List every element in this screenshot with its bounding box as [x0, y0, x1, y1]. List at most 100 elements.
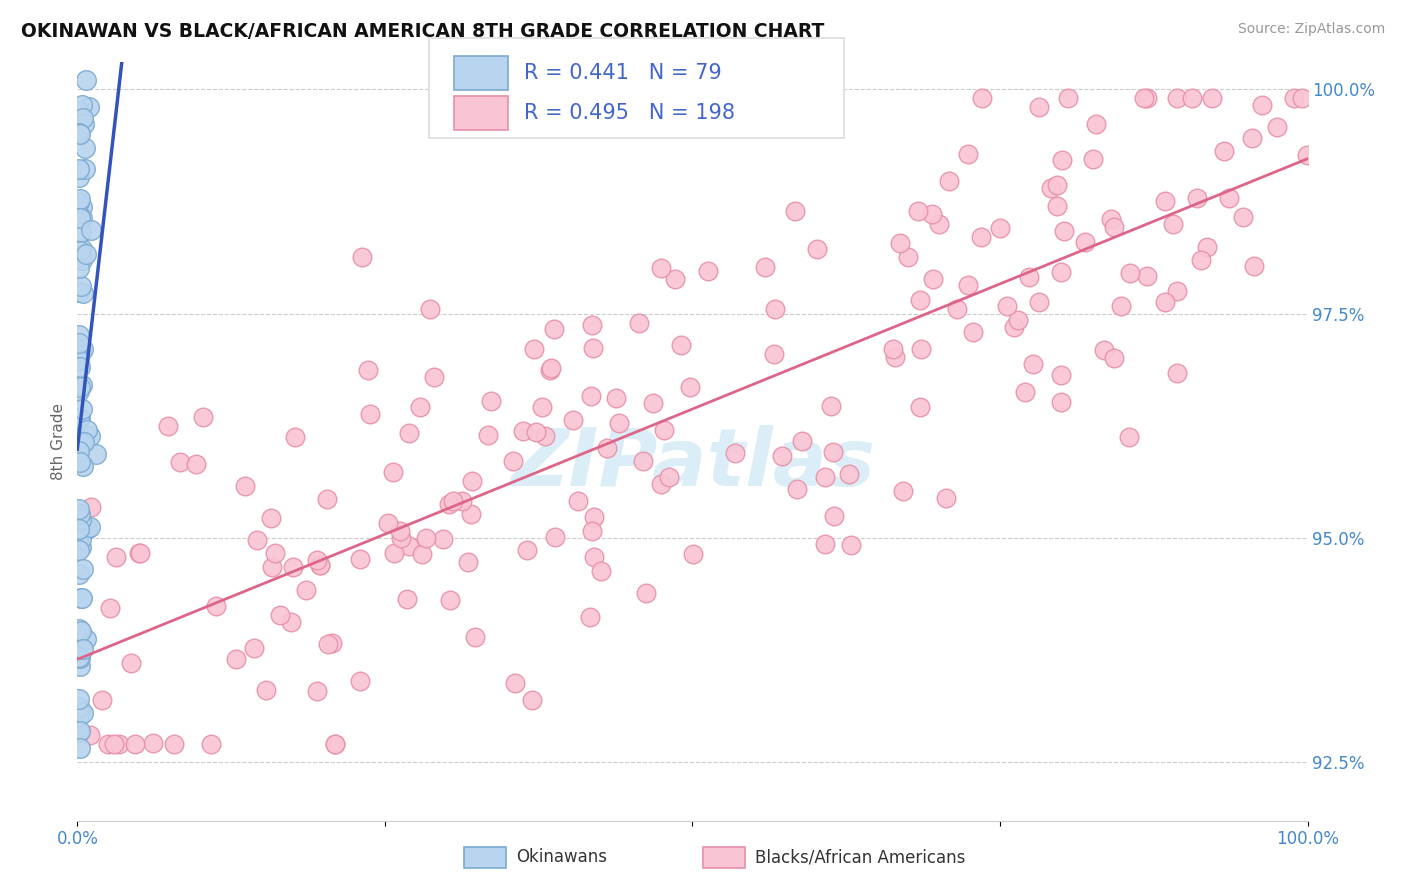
- Point: [423, 370, 446, 384]
- Point: [884, 350, 907, 364]
- Point: [309, 558, 332, 573]
- Point: [70, 211, 93, 225]
- Point: [76, 522, 98, 536]
- Point: [411, 547, 433, 561]
- Point: [323, 737, 346, 751]
- Point: [1028, 100, 1050, 114]
- Point: [72, 117, 94, 131]
- Point: [786, 482, 808, 496]
- Point: [520, 693, 543, 707]
- Point: [1195, 240, 1218, 254]
- Point: [1085, 117, 1108, 131]
- Point: [69, 380, 91, 394]
- Point: [962, 325, 984, 339]
- Point: [69, 244, 91, 258]
- Point: [1154, 294, 1177, 309]
- Point: [382, 466, 405, 480]
- Point: [382, 546, 405, 560]
- Point: [540, 360, 562, 375]
- Point: [910, 400, 932, 414]
- Point: [349, 552, 371, 566]
- Point: [1046, 178, 1069, 192]
- Point: [1241, 130, 1264, 145]
- Point: [389, 524, 412, 539]
- Point: [294, 583, 316, 598]
- Point: [69, 651, 91, 665]
- Point: [75, 161, 97, 176]
- Point: [69, 345, 91, 359]
- Point: [1092, 343, 1115, 358]
- Point: [1265, 120, 1288, 134]
- Point: [1166, 284, 1188, 298]
- Point: [67, 622, 90, 636]
- Point: [1050, 265, 1073, 279]
- Text: Okinawans: Okinawans: [516, 848, 607, 866]
- Point: [636, 585, 658, 599]
- Point: [664, 272, 686, 286]
- Point: [75, 632, 97, 647]
- Point: [91, 693, 114, 707]
- Point: [246, 533, 269, 547]
- Point: [814, 537, 837, 551]
- Point: [72, 242, 94, 256]
- Point: [169, 455, 191, 469]
- Point: [813, 469, 835, 483]
- Point: [70, 402, 93, 417]
- Point: [441, 493, 464, 508]
- Point: [650, 476, 672, 491]
- Point: [323, 737, 346, 751]
- Point: [1295, 147, 1317, 161]
- Point: [79, 100, 101, 114]
- Point: [1201, 91, 1223, 105]
- Point: [129, 546, 152, 560]
- Point: [1002, 319, 1025, 334]
- Point: [72, 112, 94, 126]
- Point: [1050, 153, 1073, 167]
- Point: [457, 555, 479, 569]
- Point: [80, 500, 103, 514]
- Point: [581, 318, 603, 332]
- Bar: [454, 96, 508, 130]
- Point: [225, 652, 247, 666]
- Point: [972, 91, 994, 105]
- Point: [67, 700, 90, 714]
- Bar: [464, 847, 506, 868]
- Point: [260, 510, 283, 524]
- Point: [631, 454, 654, 468]
- Point: [567, 493, 589, 508]
- Point: [922, 272, 945, 286]
- Point: [652, 423, 675, 437]
- Point: [1046, 199, 1069, 213]
- Point: [377, 516, 399, 530]
- Point: [1018, 269, 1040, 284]
- Point: [184, 457, 207, 471]
- Point: [98, 601, 121, 615]
- Point: [280, 615, 302, 629]
- Point: [882, 342, 904, 356]
- Point: [124, 737, 146, 751]
- Point: [1053, 224, 1076, 238]
- Point: [69, 454, 91, 468]
- Point: [67, 285, 90, 299]
- Point: [70, 252, 93, 267]
- Point: [583, 510, 606, 524]
- Point: [128, 546, 150, 560]
- Point: [938, 173, 960, 187]
- Point: [1153, 194, 1175, 208]
- Point: [838, 467, 860, 481]
- Point: [191, 409, 214, 424]
- Point: [1166, 91, 1188, 105]
- Point: [97, 737, 120, 751]
- Point: [1185, 191, 1208, 205]
- Point: [67, 523, 90, 537]
- Point: [79, 520, 101, 534]
- Point: [69, 659, 91, 673]
- Text: R = 0.441   N = 79: R = 0.441 N = 79: [524, 63, 723, 83]
- Point: [821, 445, 844, 459]
- Point: [543, 321, 565, 335]
- Point: [921, 207, 943, 221]
- Point: [754, 260, 776, 274]
- Point: [785, 204, 807, 219]
- Point: [70, 591, 93, 605]
- Point: [69, 507, 91, 521]
